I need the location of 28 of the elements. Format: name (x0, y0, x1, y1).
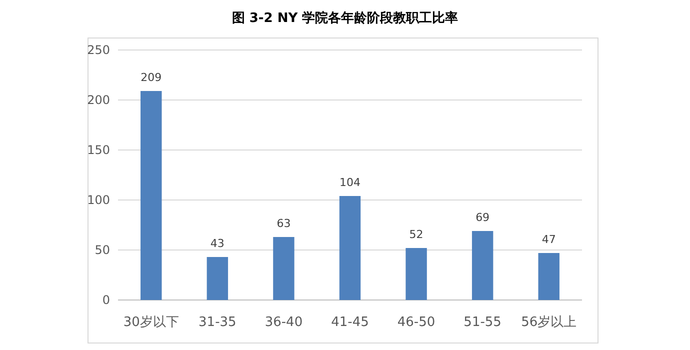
y-tick-label: 250 (87, 43, 110, 57)
x-tick-label: 36-40 (264, 315, 303, 330)
y-tick-label: 100 (87, 193, 110, 207)
bar (406, 248, 427, 300)
data-label: 69 (476, 211, 490, 224)
data-label: 63 (276, 217, 291, 230)
x-tick-label: 51-55 (464, 315, 502, 330)
data-label: 104 (340, 176, 360, 189)
bar (472, 231, 494, 300)
x-tick-label: 30岁以下 (123, 315, 179, 330)
bar (273, 237, 294, 300)
bar (339, 196, 361, 300)
data-label: 43 (210, 237, 224, 250)
bar (140, 91, 162, 300)
data-label: 209 (140, 71, 162, 84)
x-tick-label: 41-45 (331, 315, 369, 330)
y-tick-label: 50 (94, 243, 110, 257)
y-tick-label: 200 (87, 93, 110, 107)
x-tick-label: 46-50 (397, 315, 436, 330)
bar (206, 257, 228, 300)
bar (538, 253, 560, 300)
chart-title: 图 3-2 NY 学院各年龄阶段教职工比率 (232, 10, 458, 26)
y-tick-label: 0 (102, 293, 110, 307)
data-label: 47 (542, 233, 556, 246)
data-label: 52 (409, 228, 424, 241)
y-tick-label: 150 (87, 143, 110, 157)
x-tick-label: 31-35 (198, 315, 236, 330)
x-tick-label: 56岁以上 (521, 315, 577, 330)
